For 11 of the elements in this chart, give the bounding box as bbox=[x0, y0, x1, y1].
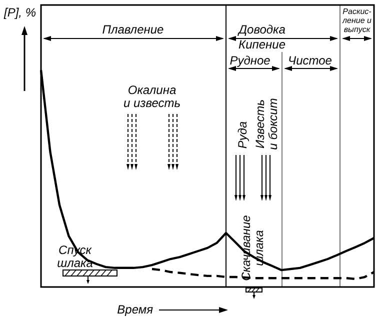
text: Чистое bbox=[288, 53, 332, 68]
text: Раскис- ление и выпуск bbox=[342, 7, 372, 34]
x-axis-title: Время bbox=[117, 302, 154, 316]
text: Плавление bbox=[102, 22, 164, 36]
annotation: Окалина и известь bbox=[123, 82, 181, 110]
text: Рудное bbox=[230, 53, 271, 68]
y-axis-title: [P], % bbox=[3, 5, 36, 20]
text: Кипение bbox=[238, 37, 286, 52]
annotation: Руда bbox=[235, 121, 250, 149]
annotation: Известь и боксит bbox=[252, 98, 280, 150]
text: Доводка bbox=[236, 22, 286, 36]
